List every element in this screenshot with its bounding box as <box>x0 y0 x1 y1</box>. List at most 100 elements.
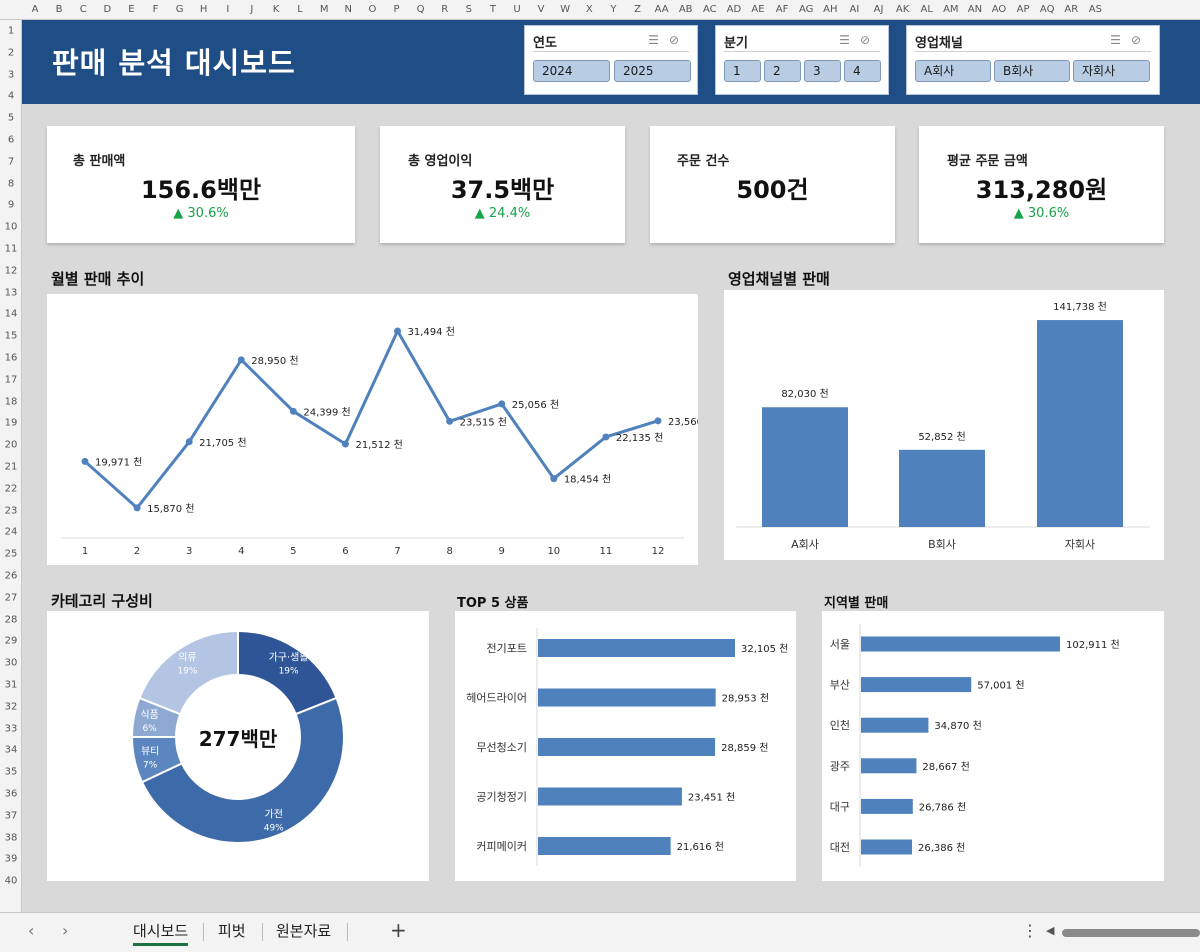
row-header-30[interactable]: 30 <box>4 657 18 669</box>
slicer-option-q1[interactable]: 1 <box>724 60 761 82</box>
row-header-40[interactable]: 40 <box>4 875 18 887</box>
column-header-x[interactable]: X <box>585 4 593 15</box>
year-slicer[interactable]: 연도 ☰⊘ 2024 2025 <box>524 25 698 95</box>
line-point[interactable] <box>289 407 297 415</box>
row-header-23[interactable]: 23 <box>4 505 18 517</box>
row-header-34[interactable]: 34 <box>4 744 18 756</box>
channel-bar[interactable] <box>899 449 985 527</box>
slicer-option-subsidiary[interactable]: 자회사 <box>1073 60 1150 82</box>
horizontal-scrollbar[interactable]: ◀ <box>1046 924 1200 939</box>
channel-bar[interactable] <box>1037 320 1123 527</box>
row-header-12[interactable]: 12 <box>4 265 18 277</box>
row-header-15[interactable]: 15 <box>4 330 18 342</box>
scrollbar-thumb[interactable] <box>1062 929 1200 937</box>
column-header-y[interactable]: Y <box>610 4 617 15</box>
slicer-option-b-company[interactable]: B회사 <box>994 60 1070 82</box>
column-header-r[interactable]: R <box>441 4 449 15</box>
category-donut-chart[interactable]: 가구·생활 19% 가전 49% 뷰티 7% 식품 6% 의류 19% 277백만 <box>47 611 429 881</box>
column-header-as[interactable]: AS <box>1088 4 1102 15</box>
column-header-ao[interactable]: AO <box>991 4 1007 15</box>
sheet-tab-dashboard[interactable]: 대시보드 <box>133 920 189 946</box>
row-header-36[interactable]: 36 <box>4 788 18 800</box>
row-header-20[interactable]: 20 <box>4 439 18 451</box>
row-header-28[interactable]: 28 <box>4 614 18 626</box>
row-header-24[interactable]: 24 <box>4 526 18 538</box>
row-header-9[interactable]: 9 <box>7 199 15 211</box>
row-header-37[interactable]: 37 <box>4 810 18 822</box>
multi-select-icon[interactable]: ☰ <box>839 33 860 47</box>
h-bar[interactable] <box>538 787 682 806</box>
row-header-39[interactable]: 39 <box>4 853 18 865</box>
sheet-tab-pivot[interactable]: 피벗 <box>218 922 246 940</box>
column-header-l[interactable]: L <box>297 4 303 15</box>
line-point[interactable] <box>394 327 402 335</box>
column-header-u[interactable]: U <box>513 4 521 15</box>
row-header-22[interactable]: 22 <box>4 483 18 495</box>
slicer-option-q4[interactable]: 4 <box>844 60 881 82</box>
line-point[interactable] <box>550 475 558 483</box>
h-bar[interactable] <box>538 688 716 707</box>
line-point[interactable] <box>498 400 506 408</box>
h-bar[interactable] <box>538 639 735 657</box>
column-header-n[interactable]: N <box>344 4 353 15</box>
row-header-13[interactable]: 13 <box>4 287 18 299</box>
column-header-v[interactable]: V <box>537 4 545 15</box>
column-header-ac[interactable]: AC <box>702 4 717 15</box>
column-header-aq[interactable]: AQ <box>1039 4 1055 15</box>
chevron-right-icon[interactable]: › <box>62 921 69 940</box>
row-header-38[interactable]: 38 <box>4 832 18 844</box>
sheet-tab-raw-data[interactable]: 원본자료 <box>276 922 332 940</box>
monthly-sales-chart[interactable]: 19,971 천 1 15,870 천 2 21,705 천 3 28,950 천 4 24,3… <box>47 294 715 565</box>
row-header-11[interactable]: 11 <box>4 243 18 255</box>
clear-filter-icon[interactable]: ⊘ <box>859 33 880 47</box>
add-sheet-button[interactable]: + <box>390 918 407 942</box>
row-header-14[interactable]: 14 <box>4 308 18 320</box>
column-header-g[interactable]: G <box>175 4 184 15</box>
h-bar[interactable] <box>861 798 913 814</box>
column-header-ag[interactable]: AG <box>798 4 814 15</box>
line-point[interactable] <box>81 457 89 465</box>
column-header-ar[interactable]: AR <box>1064 4 1079 15</box>
clear-filter-icon[interactable]: ⊘ <box>668 33 689 47</box>
h-bar[interactable] <box>861 677 972 693</box>
column-header-am[interactable]: AM <box>943 4 959 15</box>
column-header-d[interactable]: D <box>103 4 112 15</box>
row-header-3[interactable]: 3 <box>7 69 15 81</box>
column-header-k[interactable]: K <box>272 4 280 15</box>
channel-slicer[interactable]: 영업채널 ☰⊘ A회사 B회사 자회사 <box>906 25 1160 95</box>
column-header-ai[interactable]: AI <box>849 4 860 15</box>
column-header-ab[interactable]: AB <box>678 4 693 15</box>
column-header-t[interactable]: T <box>489 4 496 15</box>
slicer-option-2024[interactable]: 2024 <box>533 60 610 82</box>
h-bar[interactable] <box>861 758 917 774</box>
row-header-27[interactable]: 27 <box>4 592 18 604</box>
line-point[interactable] <box>446 417 454 425</box>
slicer-option-2025[interactable]: 2025 <box>614 60 691 82</box>
region-sales-chart[interactable]: 서울 102,911 천 부산 57,001 천 인천 34,870 천 광주 28,667 … <box>822 611 1164 881</box>
slicer-option-q3[interactable]: 3 <box>804 60 841 82</box>
slicer-option-a-company[interactable]: A회사 <box>915 60 991 82</box>
column-header-al[interactable]: AL <box>920 4 933 15</box>
h-bar[interactable] <box>538 837 671 855</box>
column-header-p[interactable]: P <box>393 4 400 15</box>
row-header-26[interactable]: 26 <box>4 570 18 582</box>
column-header-c[interactable]: C <box>79 4 87 15</box>
quarter-slicer[interactable]: 분기 ☰⊘ 1 2 3 4 <box>715 25 889 95</box>
column-header-a[interactable]: A <box>31 4 39 15</box>
scroll-left-icon[interactable]: ◀ <box>1046 924 1055 937</box>
row-header-21[interactable]: 21 <box>4 461 18 473</box>
multi-select-icon[interactable]: ☰ <box>648 33 669 47</box>
line-point[interactable] <box>602 433 610 441</box>
row-header-7[interactable]: 7 <box>7 156 15 168</box>
column-header-w[interactable]: W <box>560 4 571 15</box>
column-header-aj[interactable]: AJ <box>873 4 884 15</box>
column-header-an[interactable]: AN <box>967 4 983 15</box>
column-header-ah[interactable]: AH <box>823 4 838 15</box>
row-header-10[interactable]: 10 <box>4 221 18 233</box>
column-header-ad[interactable]: AD <box>726 4 742 15</box>
slicer-option-q2[interactable]: 2 <box>764 60 801 82</box>
row-header-33[interactable]: 33 <box>4 723 18 735</box>
h-bar[interactable] <box>861 636 1060 652</box>
row-header-6[interactable]: 6 <box>7 134 15 146</box>
